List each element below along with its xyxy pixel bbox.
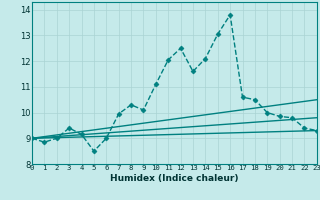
X-axis label: Humidex (Indice chaleur): Humidex (Indice chaleur) [110,174,239,183]
